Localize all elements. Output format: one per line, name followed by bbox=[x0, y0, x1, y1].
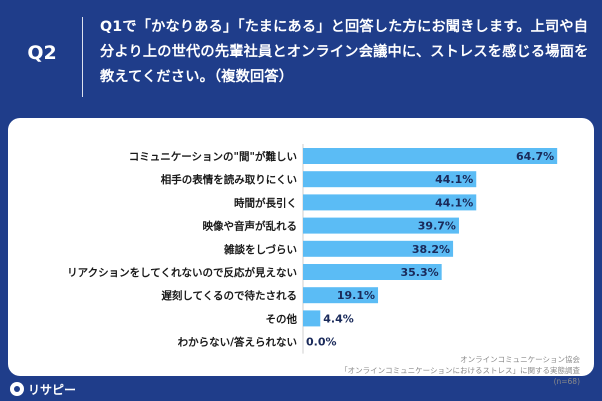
category-label: わからない/答えられない bbox=[178, 336, 297, 349]
chart-card: コミュニケーションの"間"が難しい 64.7% 相手の表情を読み取りにくい 44.1%… bbox=[8, 118, 594, 386]
question-label: Q2 bbox=[27, 42, 57, 64]
category-label: 時間が長引く bbox=[234, 196, 297, 209]
bar bbox=[303, 287, 379, 304]
pin-icon bbox=[10, 382, 24, 396]
source-block: オンラインコミュニケーション協会 「オンラインコミュニケーションにおけるストレス… bbox=[280, 354, 580, 387]
brand-name: リサピー bbox=[28, 382, 77, 397]
bar bbox=[303, 171, 477, 188]
bar bbox=[303, 264, 442, 280]
value-label: 39.7% bbox=[418, 220, 456, 233]
value-label: 4.4% bbox=[323, 312, 354, 325]
category-label: その他 bbox=[266, 312, 298, 325]
bar bbox=[303, 240, 454, 257]
bar-chart: コミュニケーションの"間"が難しい 64.7% 相手の表情を読み取りにくい 44.1%… bbox=[67, 144, 558, 354]
value-label: 44.1% bbox=[435, 196, 473, 209]
bar bbox=[303, 310, 321, 327]
value-label: 35.3% bbox=[401, 266, 439, 279]
category-label: 相手の表情を読み取りにくい bbox=[161, 173, 297, 186]
source-line-1: オンラインコミュニケーション協会 bbox=[460, 355, 580, 364]
question-header: Q2 Q1で「かなりある」「たまにある」と回答した方にお聞きします。上司や自分よ… bbox=[0, 0, 602, 113]
category-label: リアクションをしてくれないので反応が見えない bbox=[67, 266, 297, 279]
brand-logo: リサピー bbox=[10, 380, 76, 398]
bar bbox=[303, 148, 558, 164]
header-divider bbox=[82, 17, 83, 97]
bar bbox=[303, 194, 477, 211]
value-label: 64.7% bbox=[516, 150, 554, 163]
question-text: Q1で「かなりある」「たまにある」と回答した方にお聞きします。上司や自分より上の… bbox=[100, 19, 589, 85]
source-line-2: 「オンラインコミュニケーションにおけるストレス」に関する実態調査 bbox=[340, 366, 580, 375]
category-label: コミュニケーションの"間"が難しい bbox=[129, 150, 297, 163]
value-label: 44.1% bbox=[435, 173, 473, 186]
bar bbox=[303, 217, 459, 234]
value-label: 0.0% bbox=[306, 336, 337, 349]
category-label: 映像や音声が乱れる bbox=[203, 220, 298, 233]
source-sample-size: (n=68) bbox=[553, 377, 580, 386]
value-label: 38.2% bbox=[412, 243, 450, 256]
value-label: 19.1% bbox=[337, 289, 375, 302]
category-label: 雑談をしづらい bbox=[223, 243, 297, 256]
category-label: 遅刻してくるので待たされる bbox=[161, 289, 297, 302]
